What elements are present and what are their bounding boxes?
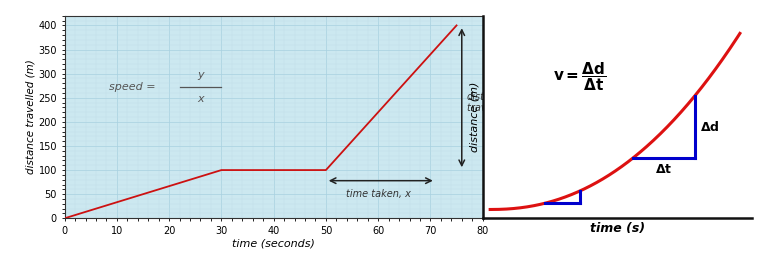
X-axis label: time (s): time (s): [590, 222, 645, 235]
Text: x: x: [197, 94, 204, 104]
Text: distance
travelled, y: distance travelled, y: [467, 92, 522, 113]
X-axis label: time (seconds): time (seconds): [233, 239, 315, 249]
Y-axis label: distance travelled (m): distance travelled (m): [26, 60, 36, 174]
Text: y: y: [197, 70, 204, 80]
Text: time taken, x: time taken, x: [346, 189, 410, 199]
Y-axis label: distance (m): distance (m): [470, 82, 480, 152]
Text: $\mathbf{v = \dfrac{\Delta d}{\Delta t}}$: $\mathbf{v = \dfrac{\Delta d}{\Delta t}}…: [553, 60, 606, 93]
Text: speed =: speed =: [109, 82, 159, 92]
Text: $\mathbf{\Delta t}$: $\mathbf{\Delta t}$: [655, 163, 673, 176]
Text: $\mathbf{\Delta d}$: $\mathbf{\Delta d}$: [700, 120, 720, 134]
